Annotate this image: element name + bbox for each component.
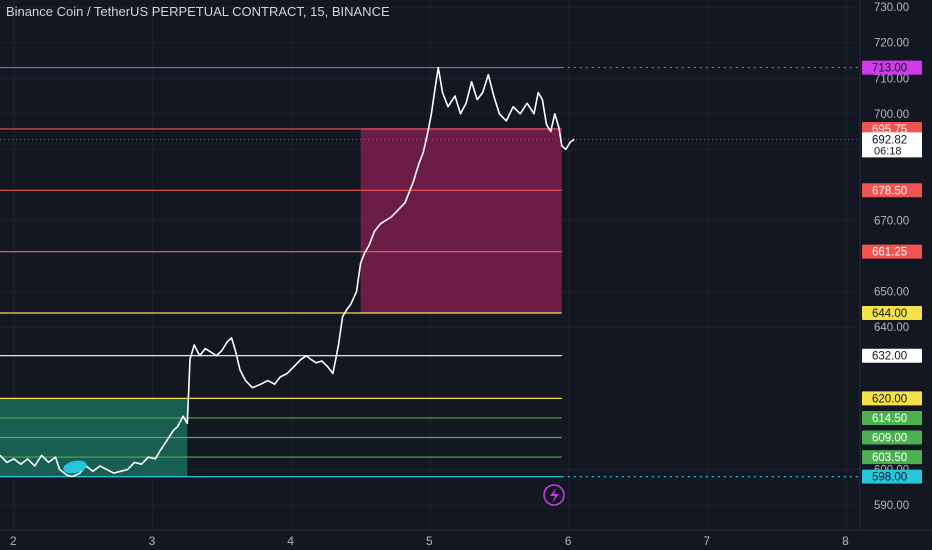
level-label: 644.00 bbox=[872, 308, 907, 320]
level-label-bg bbox=[862, 450, 922, 465]
zones-layer bbox=[0, 128, 562, 477]
levels-layer bbox=[0, 66, 860, 478]
price-tick: 640.00 bbox=[874, 322, 909, 334]
level-label: 713.00 bbox=[872, 63, 907, 75]
level-label: 620.00 bbox=[872, 393, 907, 405]
time-tick: 4 bbox=[287, 534, 294, 548]
flash-icon[interactable] bbox=[543, 484, 565, 506]
chart-title: Binance Coin / TetherUS PERPETUAL CONTRA… bbox=[6, 4, 390, 19]
level-label: 632.00 bbox=[872, 351, 907, 363]
level-label-bg bbox=[862, 348, 922, 363]
price-tick: 650.00 bbox=[874, 287, 909, 299]
level-label: 678.50 bbox=[872, 185, 907, 197]
price-line bbox=[0, 66, 575, 478]
level-label-bg bbox=[862, 244, 922, 259]
price-tick: 710.00 bbox=[874, 73, 909, 85]
countdown-label: 06:18 bbox=[874, 145, 902, 157]
time-tick: 2 bbox=[10, 534, 17, 548]
level-label-bg bbox=[862, 306, 922, 321]
price-tick: 720.00 bbox=[874, 38, 909, 50]
price-tick: 590.00 bbox=[874, 500, 909, 512]
price-tick: 700.00 bbox=[874, 109, 909, 121]
price-tick: 670.00 bbox=[874, 216, 909, 228]
level-label: 609.00 bbox=[872, 433, 907, 445]
time-tick: 3 bbox=[149, 534, 156, 548]
cyan-marker bbox=[63, 460, 87, 474]
time-tick: 7 bbox=[703, 534, 710, 548]
flash-icon-bolt bbox=[550, 488, 559, 503]
level-label-bg bbox=[862, 469, 922, 484]
level-label: 603.50 bbox=[872, 452, 907, 464]
time-tick: 6 bbox=[565, 534, 572, 548]
price-axis[interactable]: 730.00720.00710.00700.00690.00670.00650.… bbox=[859, 0, 932, 550]
level-label: 614.50 bbox=[872, 413, 907, 425]
time-axis[interactable]: 2 3 4 5 6 7 8 bbox=[0, 529, 932, 548]
time-tick: 8 bbox=[842, 534, 849, 548]
level-label-bg bbox=[862, 430, 922, 445]
time-tick: 5 bbox=[426, 534, 433, 548]
level-label-bg bbox=[862, 391, 922, 406]
zone bbox=[360, 128, 562, 314]
price-tick: 730.00 bbox=[874, 2, 909, 14]
current-price-label: 692.82 bbox=[872, 134, 907, 146]
series-layer bbox=[0, 66, 575, 478]
current-price-box bbox=[862, 132, 922, 158]
level-label-bg bbox=[862, 60, 922, 75]
level-label: 661.25 bbox=[872, 247, 907, 259]
level-label-bg bbox=[862, 183, 922, 198]
level-labels: 713.00695.75678.50661.25644.00632.00620.… bbox=[862, 60, 922, 484]
flash-icon-ring bbox=[543, 484, 565, 506]
level-label: 598.00 bbox=[872, 472, 907, 484]
cyan-ellipse bbox=[63, 460, 87, 474]
level-label-bg bbox=[862, 410, 922, 425]
